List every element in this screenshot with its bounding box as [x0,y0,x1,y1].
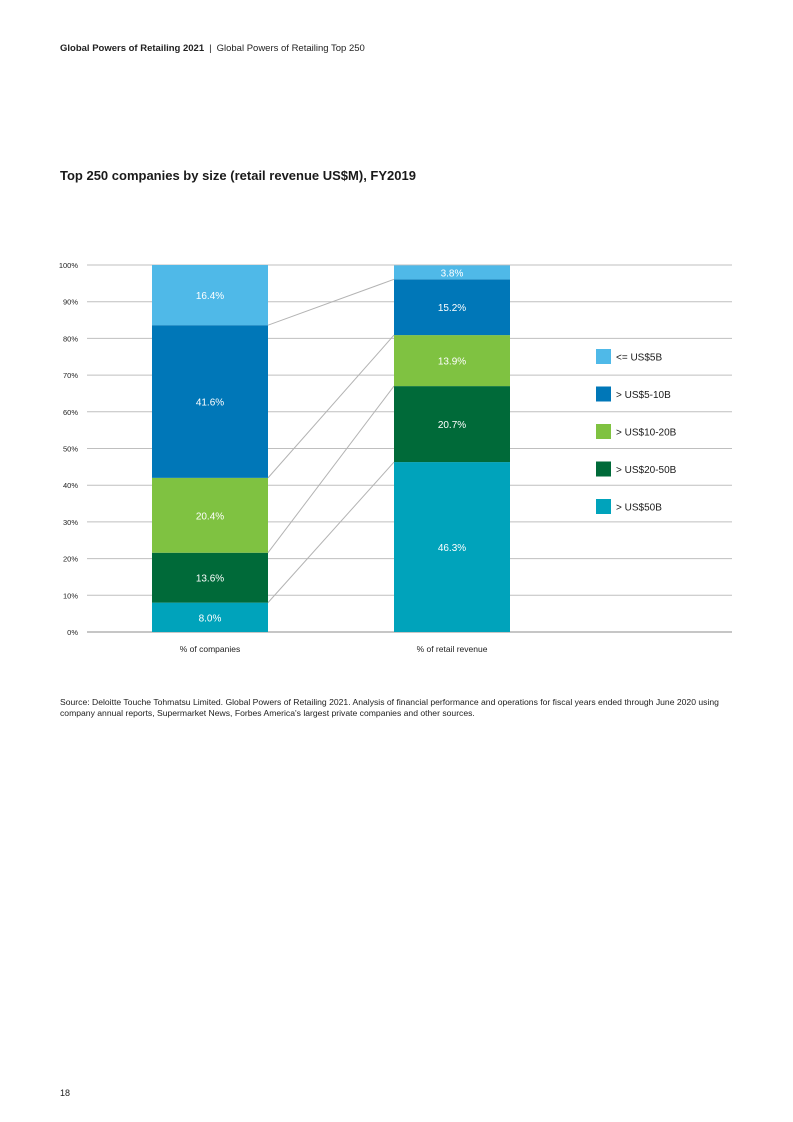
y-tick-label: 50% [63,445,78,454]
y-tick-label: 0% [67,628,78,637]
connector-line [267,461,395,603]
y-tick-label: 100% [59,261,79,270]
legend-label: <= US$5B [616,353,662,364]
bar-segment [394,462,510,632]
page-number: 18 [60,1088,71,1098]
connector-line [267,278,395,326]
legend-label: > US$5-10B [616,390,671,401]
chart-title: Top 250 companies by size (retail revenu… [60,168,416,183]
stacked-bar-chart: 0% 10% 20% 30% 40% 50% 60% 70% 80% 90% 100% 8.0% 13.… [59,261,732,654]
header-separator: | [209,43,212,54]
data-label: 3.8% [441,268,464,279]
y-tick-label: 10% [63,591,78,600]
bar-segment [152,265,268,326]
bar-segment [394,335,510,387]
running-header: Global Powers of Retailing 2021 | Global P… [60,43,365,54]
data-label: 16.4% [196,291,224,302]
y-tick-label: 70% [63,371,78,380]
data-label: 46.3% [438,543,466,554]
legend-swatch [596,424,611,439]
bar-segment [152,552,268,603]
y-tick-label: 60% [63,408,78,417]
data-label: 13.6% [196,574,224,585]
y-tick-label: 80% [63,334,78,343]
x-category-label: % of retail revenue [417,644,488,654]
data-label: 20.7% [438,420,466,431]
y-tick-label: 40% [63,481,78,490]
x-category-label: % of companies [180,644,240,654]
y-tick-label: 30% [63,518,78,527]
data-label: 15.2% [438,303,466,314]
connector-line [267,385,395,554]
bar-segment [152,602,268,632]
bar-segment [152,325,268,478]
data-label: 20.4% [196,511,224,522]
legend-swatch [596,349,611,364]
legend-label: > US$10-20B [616,428,677,439]
report-title: Global Powers of Retailing 2021 [60,43,205,54]
bar-segment [152,477,268,553]
y-tick-label: 90% [63,298,78,307]
bar-segment [394,265,510,280]
y-tick-label: 20% [63,555,78,564]
legend-label: > US$50B [616,503,662,514]
source-note: Source: Deloitte Touche Tohmatsu Limited… [60,697,719,718]
data-label: 41.6% [196,398,224,409]
legend-label: > US$20-50B [616,465,677,476]
legend-swatch [596,499,611,514]
bar-segment [394,386,510,463]
data-label: 13.9% [438,357,466,368]
bar-segment [394,279,510,336]
legend-swatch [596,386,611,402]
connector-line [267,334,395,479]
legend-swatch [596,461,611,477]
section-title: Global Powers of Retailing Top 250 [216,43,365,54]
data-label: 8.0% [199,613,222,624]
